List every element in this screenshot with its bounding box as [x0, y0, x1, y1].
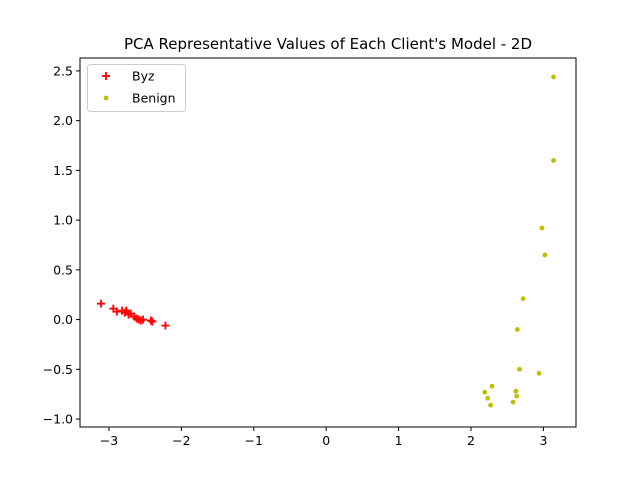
- series-byz: [96, 299, 170, 330]
- benign-point: [513, 388, 519, 394]
- series-benign: [482, 74, 556, 408]
- legend-box: [87, 64, 186, 112]
- byz-point: [112, 307, 121, 316]
- legend-label-byz: Byz: [132, 69, 155, 84]
- byz-point: [138, 315, 147, 324]
- benign-point: [482, 389, 488, 395]
- byz-point: [148, 317, 157, 326]
- chart-title: PCA Representative Values of Each Client…: [124, 35, 532, 53]
- x-tick-label: 2: [467, 433, 475, 448]
- legend-marker-benign: [103, 95, 109, 101]
- byz-point: [161, 321, 170, 330]
- benign-point: [514, 327, 520, 332]
- byz-point: [96, 299, 105, 308]
- y-tick-label: 2.5: [53, 63, 73, 78]
- x-tick-label: 3: [539, 433, 547, 448]
- y-tick-label: −0.5: [43, 362, 73, 377]
- x-tick-label: −1: [245, 433, 263, 448]
- y-tick-label: 0.0: [53, 312, 73, 327]
- plot-frame: [79, 57, 577, 428]
- benign-point: [488, 402, 493, 408]
- benign-point: [510, 399, 516, 405]
- benign-point: [517, 366, 522, 372]
- legend-marker-byz: [102, 72, 110, 80]
- x-tick-label: 0: [322, 433, 330, 448]
- legend-label-benign: Benign: [132, 91, 176, 106]
- y-tick-label: 1.5: [53, 163, 73, 178]
- y-tick-label: 1.0: [53, 213, 73, 228]
- benign-point: [536, 370, 542, 376]
- benign-point: [514, 393, 520, 399]
- benign-point: [520, 296, 526, 302]
- legend: Byz Benign: [87, 64, 186, 112]
- y-tick-label: 2.0: [53, 113, 73, 128]
- y-tick-label: 0.5: [53, 262, 73, 277]
- benign-point: [489, 383, 495, 389]
- byz-point: [146, 316, 155, 325]
- benign-point: [539, 225, 545, 231]
- benign-point: [551, 74, 556, 80]
- x-tick-label: −3: [100, 433, 118, 448]
- plot-area: [80, 58, 576, 427]
- x-tick-label: 1: [395, 433, 403, 448]
- data-marks: [96, 74, 556, 408]
- benign-point: [485, 395, 491, 401]
- x-tick-label: −2: [172, 433, 190, 448]
- y-tick-label: −1.0: [43, 412, 73, 427]
- benign-point: [542, 252, 548, 258]
- benign-point: [551, 158, 556, 163]
- axes: −3 −2 −1 0 1 2 3 −1.0 −0.5 0.0 0.5 1.0 1.5 2.0 2.5: [43, 63, 548, 448]
